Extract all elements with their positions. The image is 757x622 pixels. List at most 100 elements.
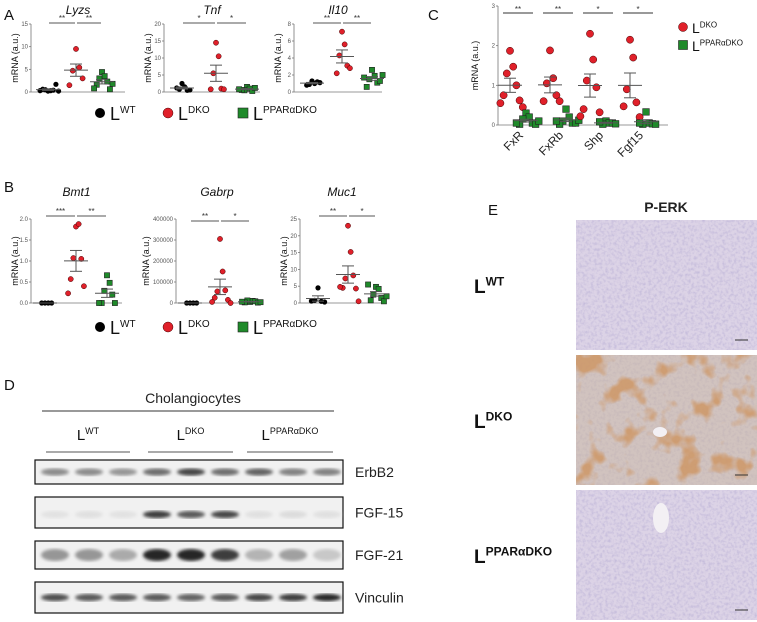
histology-row-label: LWT [474,274,505,298]
blot-band [245,549,273,561]
data-point-wt [187,87,193,93]
blot-band [143,468,171,476]
data-point-dko [499,91,508,100]
legend-label: LDKO [692,20,717,36]
data-point-dko [506,46,514,55]
data-point-ppar [106,279,113,286]
y-tick-label: 0.0 [20,301,29,307]
y-tick-label: 10 [290,267,297,273]
data-point-dko [345,222,351,229]
data-point-dko [515,96,524,105]
y-tick-label: 4 [288,56,292,62]
y-tick-label: 2 [492,44,496,50]
significance-label: ** [555,5,561,14]
data-point-dko [209,299,215,305]
blot-row-label: ErbB2 [355,464,394,480]
data-point-ppar [107,86,113,93]
chart-title: Muc1 [327,185,356,199]
data-point-dko [75,221,82,227]
y-tick-label: 0 [294,301,298,307]
blot-band [41,549,69,561]
blot-band [109,510,137,519]
data-point-dko [502,69,511,78]
blot-band [211,468,239,476]
blot-band [211,593,239,602]
label-superscript: PPARαDKO [486,544,553,558]
data-point-dko [341,41,348,48]
data-point-dko [79,75,86,82]
y-axis-label: mRNA (a.u.) [10,236,20,286]
x-tick-label: Fgf15 [615,128,647,160]
label-base: L [178,104,188,124]
data-point-dko [69,67,76,74]
data-point-ppar [367,297,374,304]
label-base: L [110,104,120,124]
legend-label: LWT [110,318,136,338]
data-point-wt [308,298,314,304]
label-base: L [262,427,270,444]
label-base: L [474,412,486,433]
legend-marker-0 [95,322,105,332]
blot-band [279,593,307,602]
y-tick-label: 100000 [153,280,174,286]
legend-marker-2 [237,321,249,333]
data-point-dko [67,276,74,282]
data-point-dko [549,74,558,83]
data-point-ppar [363,84,370,90]
significance-label: * [636,5,639,14]
label-superscript: DKO [700,20,717,29]
chart-title: Bmt1 [62,185,90,199]
panel-label-a: A [4,7,14,24]
label-superscript: WT [85,426,99,436]
group-label: LPPARαDKO [262,426,319,444]
data-point-dko [219,268,226,275]
significance-label: * [233,212,236,221]
y-tick-label: 20 [154,22,161,28]
blot-band [41,510,69,519]
x-tick-label: FxRb [536,128,566,158]
data-point-dko [632,98,641,107]
data-point-ppar [552,117,560,125]
data-point-dko [509,62,518,71]
data-point-dko [496,99,505,108]
significance-label: ** [324,14,330,23]
label-superscript: PPARαDKO [263,105,317,116]
histology-title: P-ERK [644,199,688,215]
legend-marker [678,22,688,32]
data-point-dko [579,105,588,113]
blot-band [109,593,137,602]
y-tick-label: 15 [21,22,28,28]
label-base: L [474,277,486,298]
blot-band [177,549,205,561]
group-label: LDKO [177,426,205,444]
significance-label: * [360,207,363,216]
label-superscript: DKO [185,426,205,436]
y-tick-label: 5 [158,73,162,79]
significance-label: ** [59,14,65,23]
data-point-dko [542,79,551,88]
y-tick-label: 10 [154,56,161,62]
y-axis-label: mRNA (a.u.) [470,41,480,91]
data-point-dko [214,288,221,295]
blot-band [313,549,341,561]
histology-texture [576,220,757,350]
y-tick-label: 20 [290,234,297,240]
data-point-ppar [595,118,604,126]
group-label: LWT [77,426,100,444]
label-superscript: DKO [188,105,210,116]
legend-marker-2 [237,107,249,119]
y-tick-label: 1.0 [20,259,29,265]
y-tick-label: 1.5 [20,238,29,244]
y-axis-label: mRNA (a.u.) [273,33,283,83]
y-tick-label: 2.0 [20,217,29,223]
blot-band [75,468,103,476]
y-tick-label: 3 [492,4,496,10]
label-superscript: WT [120,319,136,330]
label-base: L [253,318,263,338]
panel-label-d: D [4,377,15,394]
data-point-ppar [379,72,386,78]
x-tick-label: FxR [501,128,527,154]
y-tick-label: 25 [290,217,297,223]
vessel [653,503,669,533]
data-point-ppar [381,298,387,305]
